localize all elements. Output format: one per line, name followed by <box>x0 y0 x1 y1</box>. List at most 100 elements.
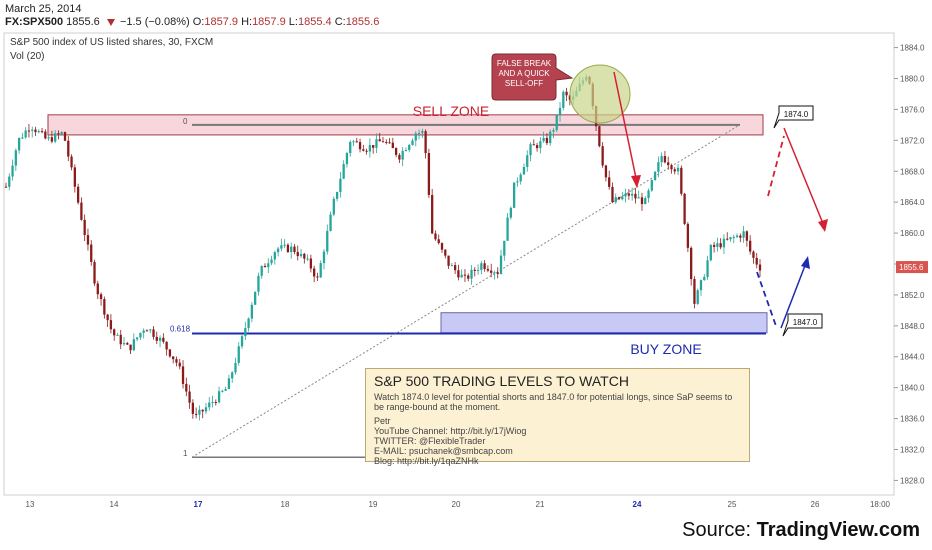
candle-body <box>690 247 693 280</box>
candle-body <box>116 334 119 336</box>
symbol[interactable]: FX:SPX500 <box>5 16 64 28</box>
candle-body <box>493 272 496 274</box>
candle-body <box>440 243 444 250</box>
candle-body <box>322 251 326 264</box>
candle-body <box>339 178 342 192</box>
candle-body <box>204 407 208 412</box>
candle-body <box>270 259 273 264</box>
candle-body <box>558 107 562 115</box>
candle-body <box>73 167 76 187</box>
header-quote: FX:SPX500 1855.6 −1.5 (−0.08%) O:1857.9 … <box>5 16 379 28</box>
candle-body <box>539 141 542 149</box>
candle-body <box>378 139 381 142</box>
last-price-tag-label: 1855.6 <box>899 263 924 272</box>
candle-body <box>480 263 483 270</box>
candle-body <box>726 238 729 240</box>
candle-body <box>70 156 73 168</box>
x-tick-label: 25 <box>728 500 737 509</box>
y-tick-label: 1860.0 <box>900 229 925 238</box>
candle-body <box>703 276 706 281</box>
candle-body <box>280 245 283 249</box>
candle-body <box>286 244 290 253</box>
candle-body <box>306 258 309 260</box>
candle-body <box>680 167 683 194</box>
y-tick-label: 1836.0 <box>900 415 925 424</box>
note-line-blog: Blog: http://bit.ly/1qaZNHk <box>374 456 479 466</box>
source-brand: TradingView.com <box>756 519 920 541</box>
candle-body <box>444 249 447 256</box>
low-label: L: <box>288 16 298 28</box>
chart-header: March 25, 2014 FX:SPX500 1855.6 −1.5 (−0… <box>0 0 932 32</box>
candle-body <box>316 276 319 278</box>
candle-body <box>80 202 83 220</box>
trend-line[interactable] <box>191 125 739 458</box>
fib-0-label: 0 <box>183 117 188 126</box>
candle-body <box>345 153 349 165</box>
candle-body <box>745 231 749 241</box>
candle-body <box>263 266 267 268</box>
candle-body <box>368 145 372 152</box>
candle-body <box>499 255 503 274</box>
candle-body <box>706 260 709 277</box>
candle-body <box>653 171 657 181</box>
candle-body <box>535 145 539 149</box>
candle-body <box>254 291 257 305</box>
candle-body <box>93 261 96 284</box>
candle-body <box>145 330 149 332</box>
candle-body <box>657 162 660 172</box>
candle-body <box>293 246 296 252</box>
candle-body <box>532 144 535 146</box>
candle-body <box>208 402 211 408</box>
level-1874-text: 1874.0 <box>784 110 809 119</box>
candle-body <box>244 328 247 337</box>
candle-body <box>631 193 634 196</box>
candle-body <box>214 402 217 404</box>
candle-body <box>667 162 670 166</box>
candle-body <box>385 141 388 143</box>
buy-projection-line <box>780 262 807 329</box>
y-tick-label: 1852.0 <box>900 291 925 300</box>
candle-body <box>549 131 552 144</box>
candle-body <box>634 193 637 199</box>
candle-body <box>21 137 24 139</box>
candle-body <box>434 233 437 240</box>
candle-body <box>608 177 611 187</box>
candle-body <box>191 402 195 414</box>
candle-body <box>250 304 254 319</box>
note-box: S&P 500 TRADING LEVELS TO WATCH Watch 18… <box>365 368 750 466</box>
level-1847-text: 1847.0 <box>793 318 818 327</box>
candle-body <box>362 149 365 151</box>
y-tick-label: 1864.0 <box>900 198 925 207</box>
candle-body <box>106 314 109 321</box>
candle-body <box>604 165 608 178</box>
candle-body <box>749 240 752 252</box>
candle-body <box>457 270 460 278</box>
candle-body <box>165 341 168 350</box>
candle-body <box>27 130 31 132</box>
sell-zone-label: SELL ZONE <box>413 103 490 119</box>
candle-body <box>660 156 663 163</box>
candle-body <box>391 142 394 149</box>
candle-body <box>63 132 67 141</box>
candle-body <box>40 131 44 133</box>
candle-body <box>519 174 522 182</box>
candle-body <box>453 265 457 271</box>
false-break-highlight[interactable] <box>569 64 631 124</box>
selloff-arrow <box>613 71 638 184</box>
candle-body <box>542 137 545 142</box>
candle-body <box>414 133 417 141</box>
candle-body <box>158 337 162 341</box>
candle-body <box>673 169 676 172</box>
candle-body <box>4 186 8 188</box>
candle-body <box>132 339 135 351</box>
candle-body <box>129 344 132 351</box>
last-price-tag <box>896 261 928 274</box>
buy-zone-box[interactable] <box>440 312 768 334</box>
candle-body <box>67 140 70 157</box>
candle-body <box>417 132 421 134</box>
sell-projection-dashed <box>767 135 785 197</box>
candle-body <box>332 198 335 215</box>
candle-body <box>624 193 627 197</box>
y-tick-label: 1848.0 <box>900 322 925 331</box>
